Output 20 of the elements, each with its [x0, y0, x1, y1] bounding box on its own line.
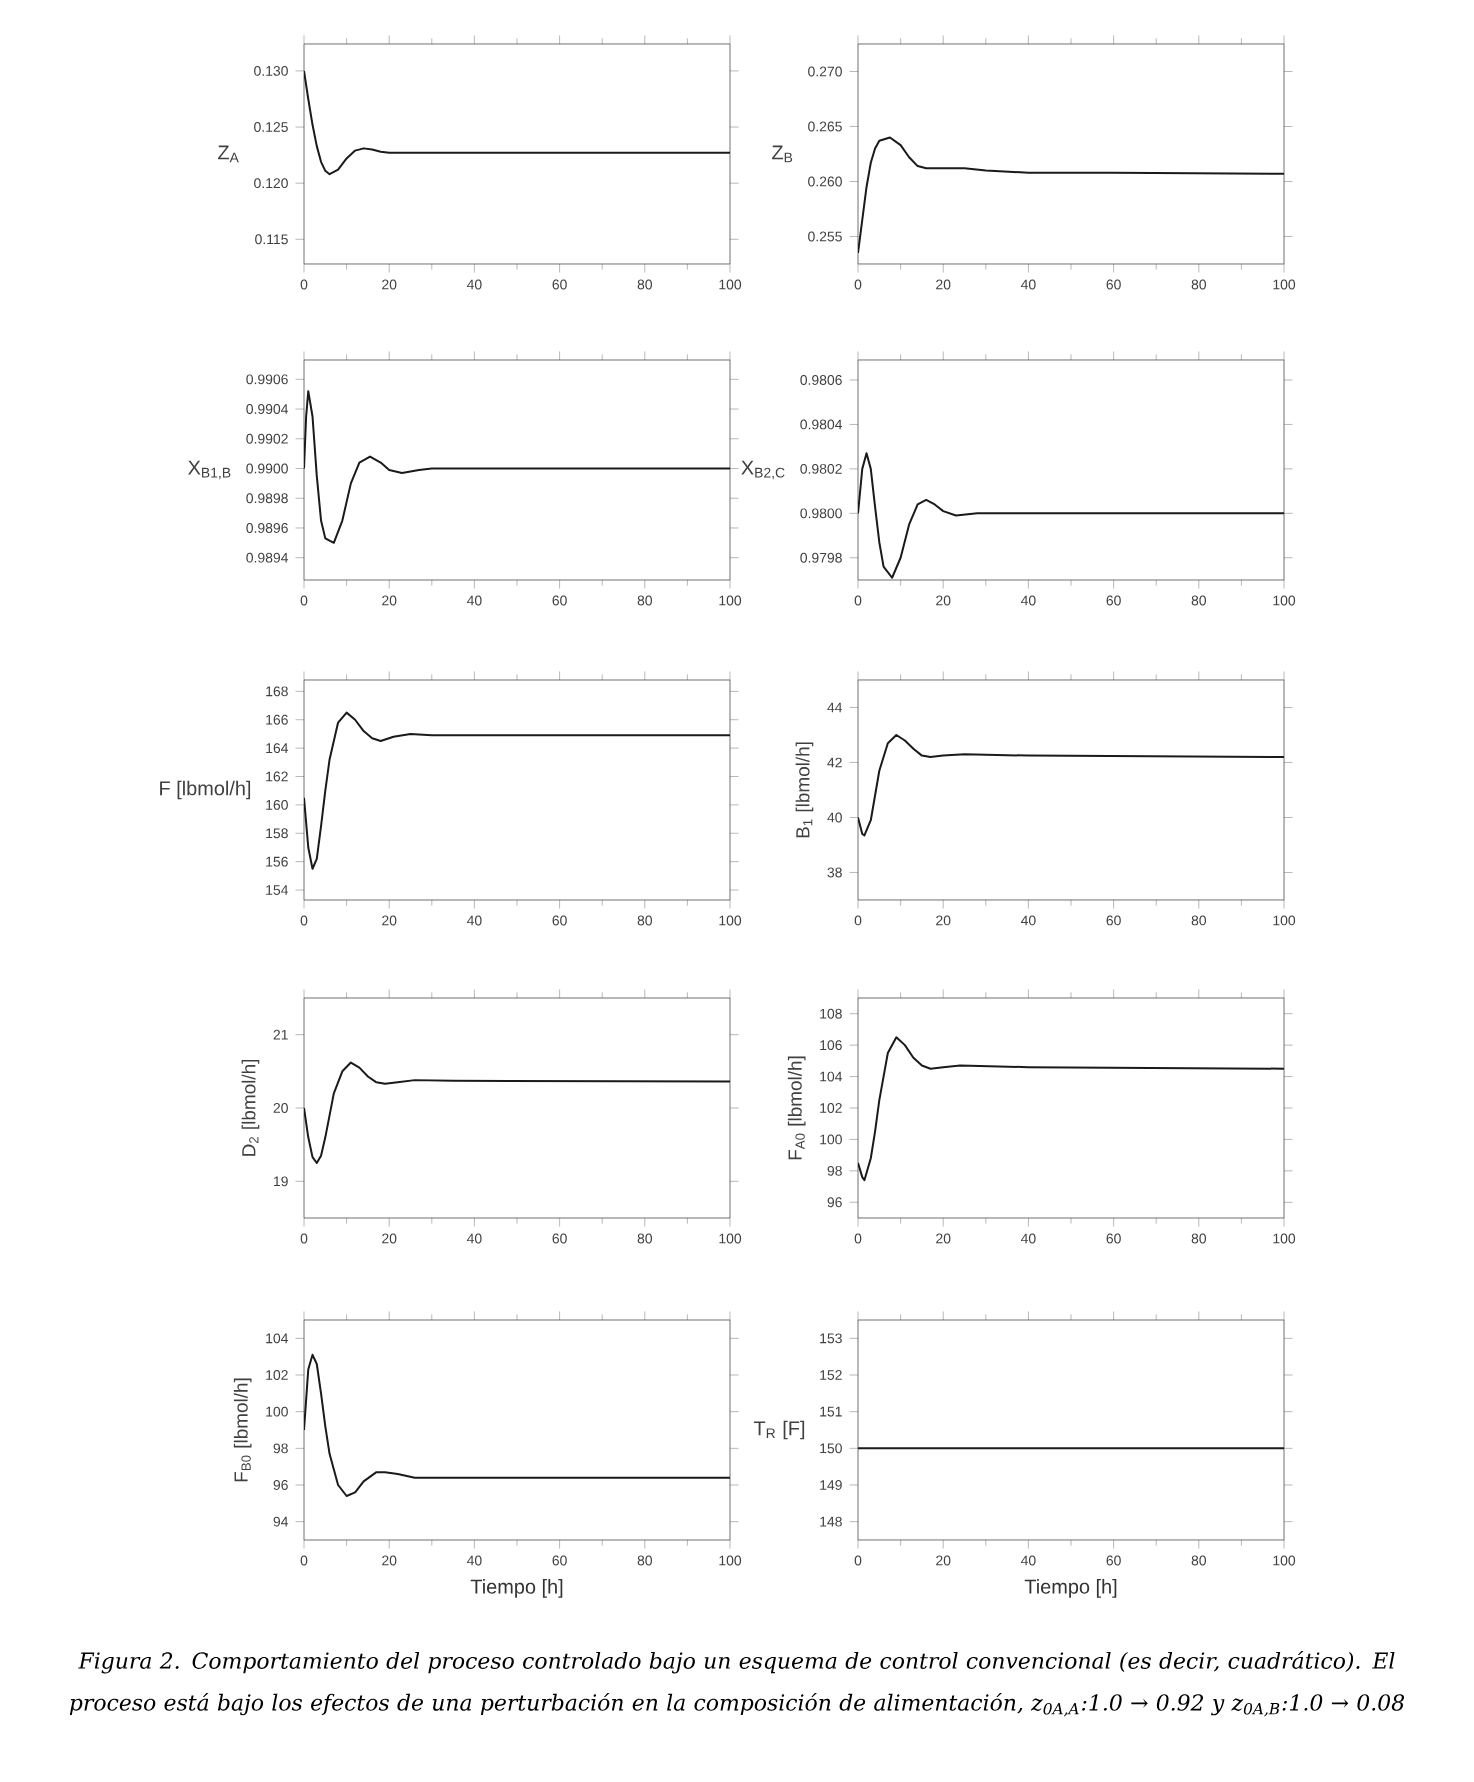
- x-axis-title: Tiempo [h]: [470, 1579, 563, 1598]
- y-axis-title: D$_{2}$ [lbmol/h]: [241, 1059, 260, 1156]
- line-series: [304, 390, 731, 544]
- text: Figura 2. Comportamiento del proceso controlado bajo un esquema de control convencional (es decir, cuadrático). El proceso está bajo los efectos de una perturbación en la composición de alimentación, z$_{0A,A}$:1.0 → 0.92 y z$_{0A,B}$:1.0 → 0.08: [69, 1651, 1404, 1717]
- line-series: [858, 1036, 1285, 1182]
- line-series: [858, 733, 1285, 837]
- y-axis-title: F$_{A0}$ [lbmol/h]: [787, 1056, 806, 1160]
- line-series: [858, 452, 1285, 579]
- y-axis-title: Z$_{A}$: [218, 145, 239, 163]
- y-axis-title: X$_{B2,C}$: [741, 460, 785, 480]
- line-series: [304, 711, 731, 870]
- y-axis-title: F$_{B0}$ [lbmol/h]: [233, 1378, 252, 1482]
- y-axis-title: T$_{R}$ [F]: [753, 1420, 805, 1440]
- y-axis-title: Z$_{B}$: [772, 145, 793, 163]
- line-series: [304, 1353, 731, 1497]
- y-axis-title: B$_{1}$ [lbmol/h]: [795, 742, 814, 838]
- y-axis-title: X$_{B1,B}$: [188, 460, 231, 480]
- line-series: [304, 1061, 731, 1164]
- y-axis-title: F [lbmol/h]: [160, 780, 251, 800]
- x-axis-title: Tiempo [h]: [1024, 1579, 1117, 1598]
